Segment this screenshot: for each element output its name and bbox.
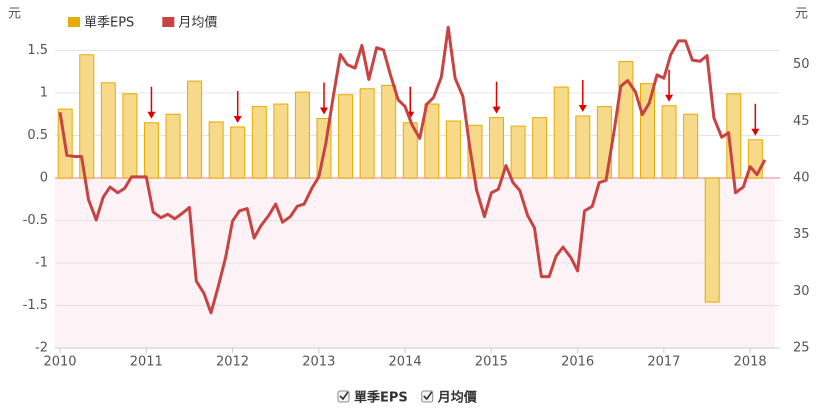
y2-unit: 元 <box>795 7 808 22</box>
bar <box>704 177 720 303</box>
y-tick-label: 0 <box>40 171 48 186</box>
x-tick-label: 2017 <box>647 355 680 370</box>
bar <box>187 80 203 179</box>
bar <box>338 94 354 179</box>
y-tick-label: -2 <box>35 341 48 356</box>
y-tick-label: -1.5 <box>23 298 48 313</box>
bar <box>79 54 95 179</box>
y2-tick-label: 30 <box>793 284 810 299</box>
legend-label: 單季EPS <box>84 16 134 31</box>
bar <box>381 84 397 179</box>
bar <box>424 103 440 179</box>
legend-toggle[interactable]: 月均價 <box>421 390 478 406</box>
legend-swatch <box>68 17 80 27</box>
annotation-arrow-head <box>319 107 328 115</box>
x-tick-label: 2018 <box>734 355 767 370</box>
bar <box>165 113 181 179</box>
x-tick-label: 2012 <box>216 355 249 370</box>
y2-tick-label: 35 <box>793 227 810 242</box>
bar <box>294 91 310 179</box>
x-tick-label: 2015 <box>475 355 508 370</box>
bar <box>359 88 375 179</box>
bar <box>575 115 591 179</box>
bar <box>661 105 677 179</box>
bar <box>122 93 138 179</box>
x-tick-label: 2014 <box>389 355 422 370</box>
bar <box>230 126 246 179</box>
y2-tick-label: 25 <box>793 341 810 356</box>
x-tick-label: 2011 <box>130 355 163 370</box>
y-tick-label: 1 <box>40 86 48 101</box>
annotation-arrow-head <box>233 116 242 123</box>
legend-toggle[interactable]: 單季EPS <box>337 390 408 406</box>
checkmark <box>339 391 349 401</box>
checkmark <box>423 391 433 401</box>
bar <box>532 117 548 179</box>
bar <box>683 113 699 179</box>
price-line <box>58 25 767 315</box>
bar <box>273 103 289 179</box>
legend-item: 月均價 <box>162 16 217 31</box>
bar <box>208 121 224 179</box>
bar <box>445 120 461 179</box>
bar <box>510 125 526 179</box>
bar <box>553 86 569 179</box>
annotation-arrow-head <box>492 106 501 114</box>
x-tick-label: 2010 <box>43 355 76 370</box>
bar <box>489 117 505 179</box>
bar <box>143 122 159 179</box>
bar <box>639 83 655 179</box>
annotation-arrow-head <box>751 128 760 136</box>
y2-tick-label: 45 <box>793 114 810 129</box>
x-tick-label: 2016 <box>561 355 594 370</box>
legend-label: 月均價 <box>437 390 478 406</box>
y-tick-label: 1.5 <box>27 43 48 58</box>
bar <box>251 106 267 179</box>
legend-label: 單季EPS <box>354 390 408 406</box>
y2-tick-label: 50 <box>793 57 810 72</box>
x-tick-label: 2013 <box>302 355 335 370</box>
y-tick-label: 0.5 <box>27 128 48 143</box>
y2-tick-label: 40 <box>793 171 810 186</box>
y-tick-label: -1 <box>35 256 48 271</box>
annotation-arrow-head <box>665 94 674 102</box>
legend-swatch <box>162 17 175 27</box>
bar <box>100 82 116 179</box>
y-tick-label: -0.5 <box>23 213 48 228</box>
legend-label: 月均價 <box>178 16 217 31</box>
annotation-arrow-head <box>147 111 156 119</box>
annotation-arrow-head <box>578 104 587 112</box>
bar <box>618 61 634 179</box>
legend-item: 單季EPS <box>68 16 134 31</box>
y-unit: 元 <box>8 7 21 22</box>
